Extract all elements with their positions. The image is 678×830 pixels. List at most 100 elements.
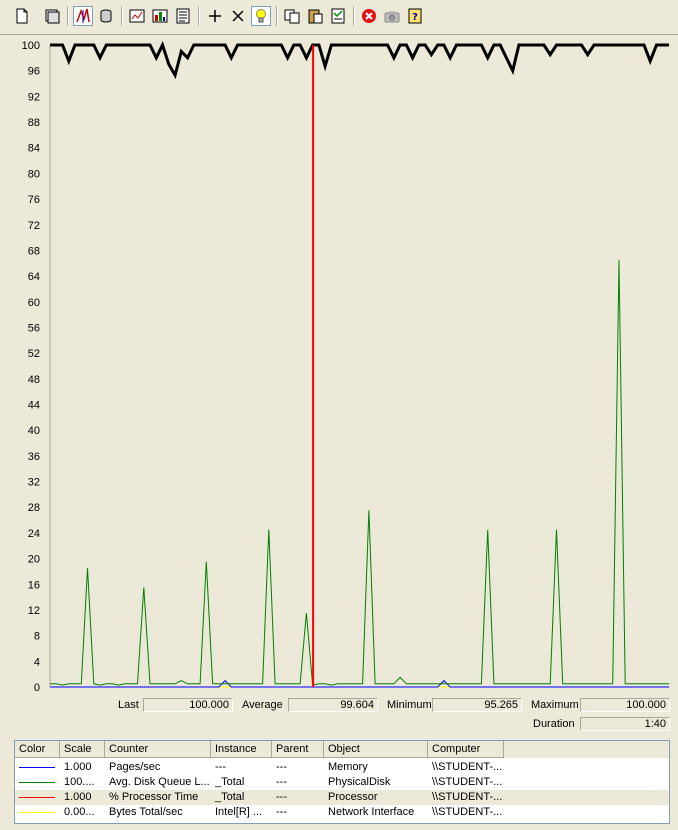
properties-icon	[331, 8, 345, 24]
help-button[interactable]: ?	[405, 6, 425, 26]
legend-cell-instance: _Total	[215, 791, 245, 803]
y-tick-label: 36	[28, 451, 40, 463]
minimum-value: 95.265	[432, 698, 522, 712]
legend-cell-counter: Bytes Total/sec	[109, 806, 183, 818]
y-tick-label: 56	[28, 322, 40, 334]
legend-cell-parent: ---	[276, 776, 287, 788]
legend-cell-scale: 0.00...	[64, 806, 95, 818]
view-histogram-button[interactable]	[150, 6, 170, 26]
legend-row[interactable]: 0.00... Bytes Total/sec Intel[R] ... --- Net…	[15, 805, 669, 820]
average-value: 99.604	[288, 698, 378, 712]
y-tick-label: 60	[28, 297, 40, 309]
y-tick-label: 72	[28, 220, 40, 232]
update-data-icon	[384, 11, 400, 23]
y-tick-label: 52	[28, 348, 40, 360]
y-tick-label: 64	[28, 271, 40, 283]
column-header-parent[interactable]: Parent	[272, 741, 324, 758]
y-tick-label: 0	[34, 682, 40, 694]
new-counter-set-icon	[16, 8, 28, 24]
column-header-scale[interactable]: Scale	[60, 741, 105, 758]
view-log-data-icon	[100, 9, 112, 23]
maximum-value: 100.000	[580, 698, 670, 712]
paste-counter-list-icon	[308, 9, 323, 24]
legend-cell-object: Memory	[328, 761, 368, 773]
column-header-color[interactable]: Color	[15, 741, 60, 758]
legend-row[interactable]: 1.000 Pages/sec --- --- Memory \\STUDENT-...	[15, 760, 669, 775]
y-tick-label: 84	[28, 143, 40, 155]
series-line--processor-time	[50, 40, 669, 80]
legend-cell-scale: 100....	[64, 776, 95, 788]
legend-row[interactable]: 1.000 % Processor Time _Total --- Processor \…	[15, 790, 669, 805]
legend-cell-computer: \\STUDENT-...	[432, 806, 503, 818]
column-header-counter[interactable]: Counter	[105, 741, 211, 758]
legend-header: Color Scale Counter Instance Parent Obje…	[15, 741, 669, 758]
series-line-pages-sec	[50, 679, 669, 688]
add-counter-button[interactable]	[205, 6, 225, 26]
y-tick-label: 88	[28, 117, 40, 129]
color-swatch	[19, 797, 55, 798]
y-tick-label: 12	[28, 605, 40, 617]
legend-cell-counter: Pages/sec	[109, 761, 161, 773]
copy-properties-icon	[284, 9, 300, 24]
color-swatch	[19, 767, 55, 768]
delete-counter-button[interactable]	[228, 6, 248, 26]
add-counter-icon	[209, 10, 221, 22]
graph-pane: 100 96 92 88 84 80 76 72 68 64 60 56 52 48 44 40 36 32 28 2…	[0, 34, 678, 735]
y-tick-label: 76	[28, 194, 40, 206]
update-data-button[interactable]	[382, 6, 402, 26]
highlight-button[interactable]	[251, 6, 271, 26]
y-tick-label: 48	[28, 374, 40, 386]
duration-label: Duration	[533, 718, 575, 730]
new-counter-set-button[interactable]	[12, 6, 32, 26]
highlight-icon	[256, 9, 266, 23]
properties-button[interactable]	[328, 6, 348, 26]
y-tick-label: 16	[28, 579, 40, 591]
counter-legend: Color Scale Counter Instance Parent Obje…	[14, 740, 670, 824]
legend-cell-counter: % Processor Time	[109, 791, 199, 803]
color-swatch	[19, 812, 55, 813]
column-header-computer[interactable]: Computer	[428, 741, 504, 758]
legend-row[interactable]: 100.... Avg. Disk Queue L... _Total --- Phys…	[15, 775, 669, 790]
y-tick-label: 4	[34, 656, 40, 668]
view-graph-icon	[129, 9, 145, 23]
duration-value: 1:40	[580, 717, 670, 731]
legend-cell-object: Network Interface	[328, 806, 415, 818]
average-label: Average	[242, 699, 283, 711]
view-graph-button[interactable]	[127, 6, 147, 26]
y-tick-label: 28	[28, 502, 40, 514]
view-log-data-button[interactable]	[96, 6, 116, 26]
y-tick-label: 92	[28, 91, 40, 103]
clear-display-button[interactable]	[42, 6, 62, 26]
column-header-object[interactable]: Object	[324, 741, 428, 758]
y-tick-label: 40	[28, 425, 40, 437]
column-header-instance[interactable]: Instance	[211, 741, 272, 758]
copy-properties-button[interactable]	[282, 6, 302, 26]
legend-cell-computer: \\STUDENT-...	[432, 776, 503, 788]
performance-graph: 1009692888480767268646056524844403632282…	[22, 40, 669, 694]
series-line-avg-disk-queue-length	[50, 260, 669, 686]
y-tick-label: 68	[28, 245, 40, 257]
legend-cell-instance: ---	[215, 761, 226, 773]
paste-counter-list-button[interactable]	[305, 6, 325, 26]
legend-cell-counter: Avg. Disk Queue L...	[109, 776, 210, 788]
svg-text:?: ?	[412, 12, 418, 23]
maximum-label: Maximum	[531, 699, 579, 711]
freeze-display-icon	[362, 9, 376, 23]
toolbar: ?	[0, 0, 678, 32]
y-tick-label: 100	[22, 40, 40, 52]
view-report-button[interactable]	[173, 6, 193, 26]
legend-cell-instance: Intel[R] ...	[215, 806, 263, 818]
y-tick-label: 8	[34, 631, 40, 643]
y-tick-label: 24	[28, 528, 40, 540]
legend-cell-object: PhysicalDisk	[328, 776, 391, 788]
y-tick-label: 32	[28, 477, 40, 489]
view-histogram-icon	[152, 9, 168, 23]
legend-cell-parent: ---	[276, 806, 287, 818]
legend-cell-parent: ---	[276, 791, 287, 803]
last-label: Last	[118, 699, 139, 711]
color-swatch	[19, 782, 55, 783]
view-current-activity-button[interactable]	[73, 6, 93, 26]
help-icon: ?	[408, 8, 422, 24]
freeze-display-button[interactable]	[359, 6, 379, 26]
legend-cell-parent: ---	[276, 761, 287, 773]
